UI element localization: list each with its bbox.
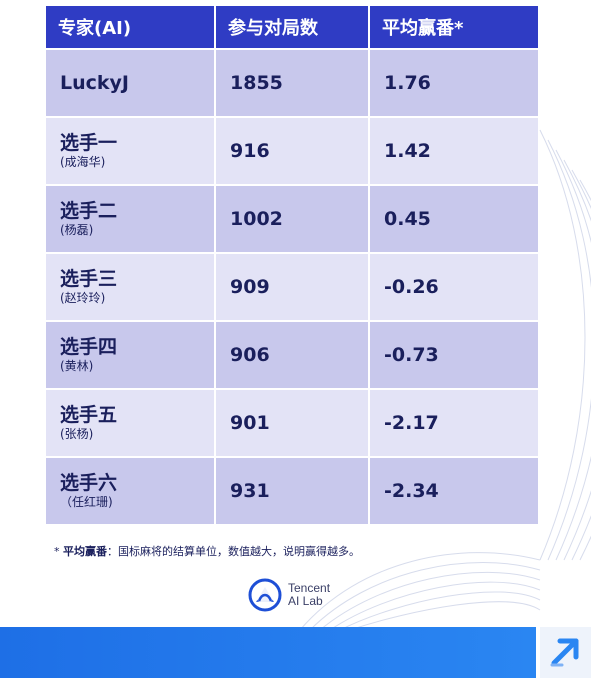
expert-real-name: (张杨) [60, 427, 94, 441]
avg-cell: -2.34 [369, 456, 538, 524]
footnote-star: * [54, 545, 63, 558]
expert-real-name: （任红珊) [60, 495, 113, 509]
expert-name: 选手一 [60, 132, 118, 154]
avg-cell: -0.73 [369, 320, 538, 389]
expert-cell: 选手六 （任红珊) [46, 456, 216, 524]
tencent-ai-lab-logo-icon [248, 578, 282, 612]
avg-cell: 0.45 [369, 184, 538, 253]
table-header-row: 专家(AI) 参与对局数 平均赢番* [46, 6, 538, 49]
results-table-container: 专家(AI) 参与对局数 平均赢番* LuckyJ 1855 1.76 选手一(… [46, 6, 538, 524]
footnote: * 平均赢番：国标麻将的结算单位，数值越大，说明赢得越多。 [54, 543, 360, 559]
table-row: 选手二 (杨磊) 1002 0.45 [46, 184, 538, 253]
avg-cell: 1.76 [369, 48, 538, 117]
expert-real-name: (成海华) [60, 155, 106, 169]
games-cell: 909 [215, 252, 370, 321]
games-cell: 1855 [215, 48, 370, 117]
expert-real-name: (杨磊) [60, 223, 94, 237]
tencent-ai-lab-logo: Tencent AI Lab [248, 578, 330, 612]
header-expert: 专家(AI) [46, 6, 216, 49]
footnote-term: 平均赢番 [63, 545, 107, 558]
expert-cell: 选手四 (黄林) [46, 320, 216, 389]
expert-real-name: (赵玲玲) [60, 291, 106, 305]
expert-name: 选手五 [60, 404, 118, 426]
logo-line2: AI Lab [288, 594, 323, 608]
avg-cell: -0.26 [369, 252, 538, 321]
games-cell: 906 [215, 320, 370, 389]
expert-real-name: (黄林) [60, 359, 94, 373]
expert-name: 选手二 [60, 200, 118, 222]
expert-cell: LuckyJ [46, 48, 216, 117]
games-cell: 931 [215, 456, 370, 524]
expert-name: 选手四 [60, 336, 118, 358]
results-table: 专家(AI) 参与对局数 平均赢番* LuckyJ 1855 1.76 选手一(… [46, 6, 538, 524]
expert-cell: 选手三 (赵玲玲) [46, 252, 216, 321]
expand-arrow-icon [550, 638, 579, 667]
header-avg-win: 平均赢番* [369, 6, 538, 49]
games-cell: 901 [215, 388, 370, 457]
games-cell: 916 [215, 116, 370, 185]
table-row: 选手四 (黄林) 906 -0.73 [46, 320, 538, 389]
expert-cell: 选手一 (成海华) [46, 116, 216, 185]
table-row: 选手五 (张杨) 901 -2.17 [46, 388, 538, 457]
avg-cell: -2.17 [369, 388, 538, 457]
avg-cell: 1.42 [369, 116, 538, 185]
expert-name: 选手六 [60, 472, 118, 494]
header-games: 参与对局数 [215, 6, 370, 49]
expert-cell: 选手二 (杨磊) [46, 184, 216, 253]
expand-arrow-button[interactable] [540, 627, 591, 678]
table-row: 选手三 (赵玲玲) 909 -0.26 [46, 252, 538, 321]
bottom-banner [0, 627, 536, 678]
games-cell: 1002 [215, 184, 370, 253]
footnote-text: ：国标麻将的结算单位，数值越大，说明赢得越多。 [107, 545, 360, 558]
expert-name: LuckyJ [60, 72, 129, 94]
table-row: 选手六 （任红珊) 931 -2.34 [46, 456, 538, 524]
logo-line1: Tencent [288, 581, 331, 595]
expert-cell: 选手五 (张杨) [46, 388, 216, 457]
table-row: LuckyJ 1855 1.76 [46, 48, 538, 117]
table-row: 选手一 (成海华) 916 1.42 [46, 116, 538, 185]
expert-name: 选手三 [60, 268, 118, 290]
